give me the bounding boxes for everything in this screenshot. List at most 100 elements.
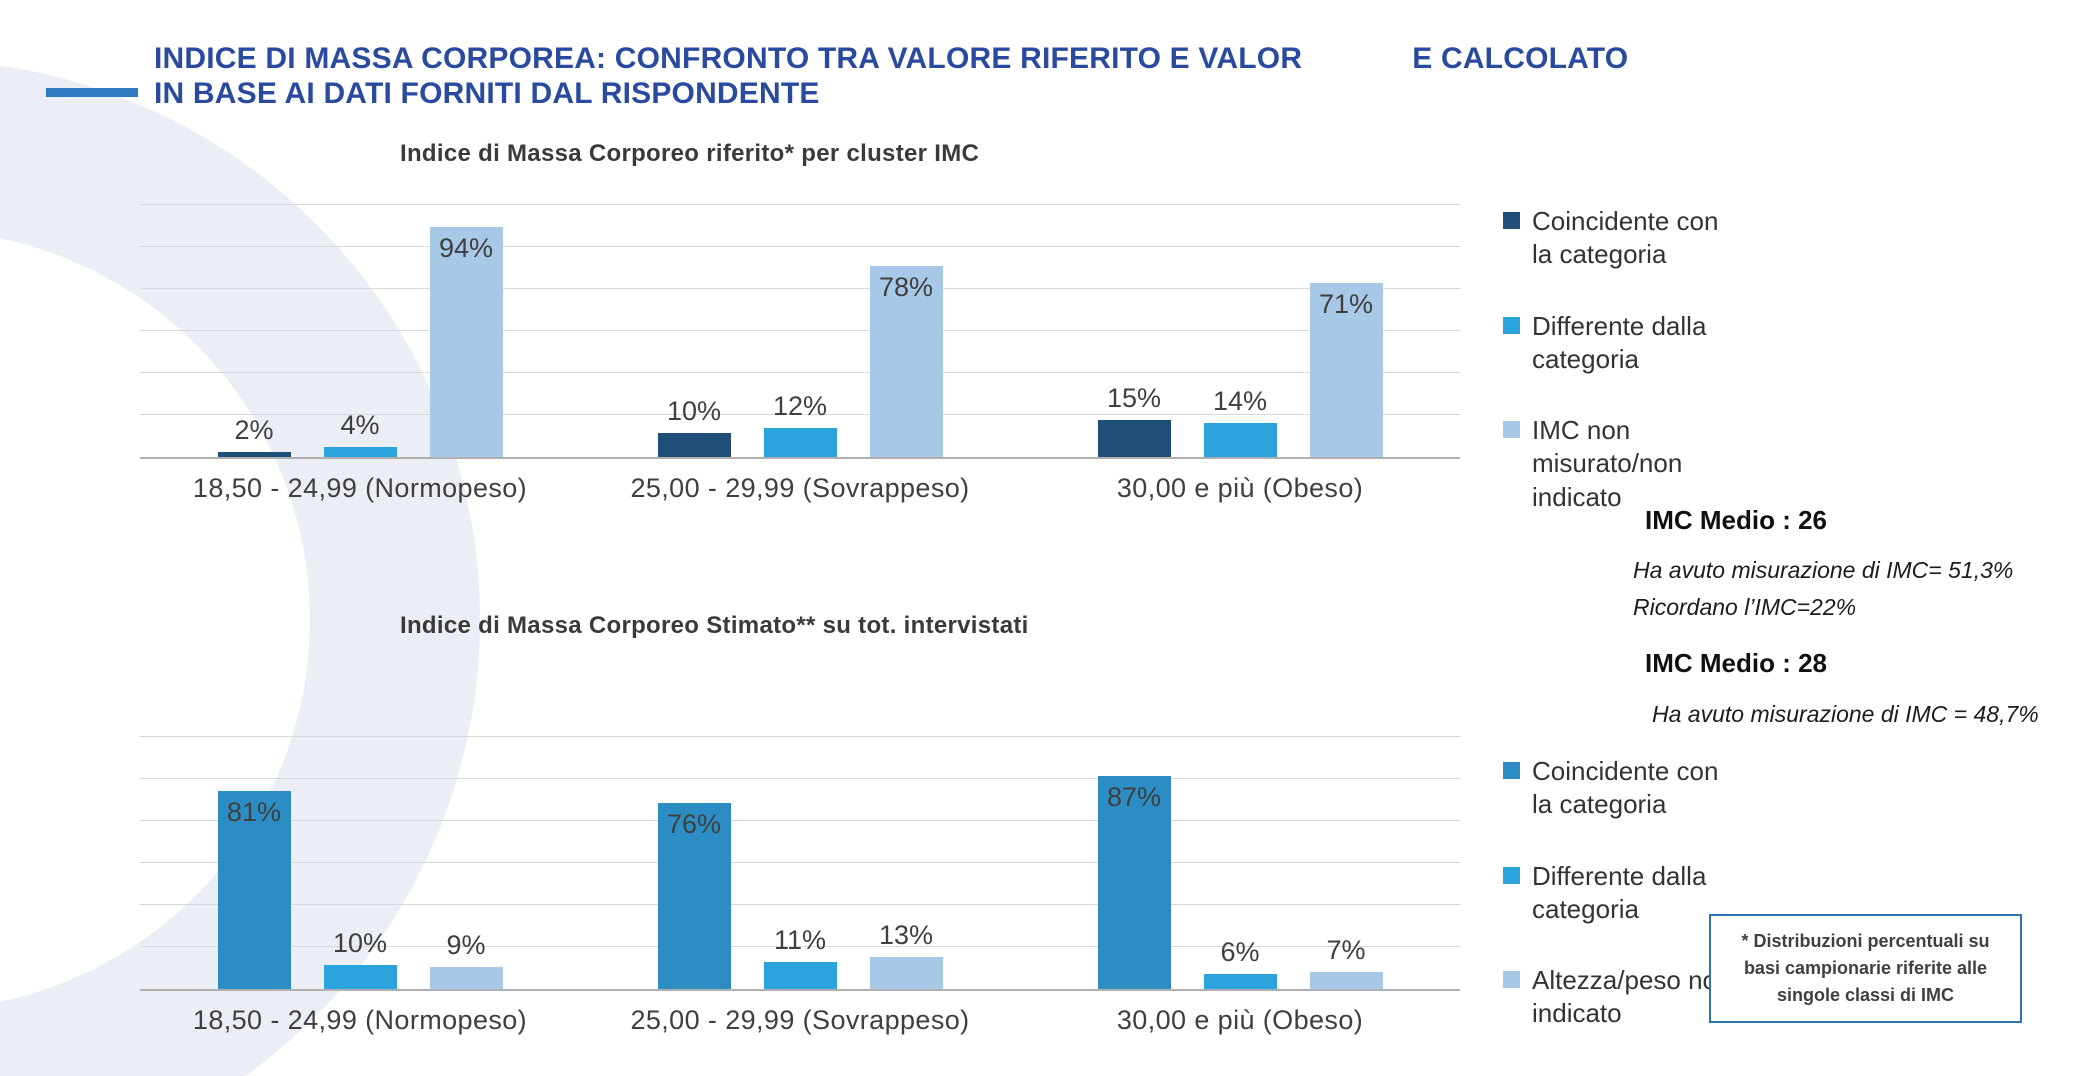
bar: 6% (1203, 937, 1277, 989)
bar-group: 15% 14% 71% (1020, 205, 1460, 457)
bar-group: 87% 6% 7% (1020, 737, 1460, 989)
legend-label: Differente dalla categoria (1532, 860, 1707, 924)
bar: 78% (869, 266, 943, 457)
bar-value-label: 78% (878, 272, 934, 303)
chart-stimato-title: Indice di Massa Corporeo Stimato** su to… (400, 612, 1029, 639)
bar: 11% (763, 925, 837, 989)
legend-label: Coincidente con la categoria (1532, 756, 1719, 820)
slide-title-line2: IN BASE AI DATI FORNITI DAL RISPONDENTE (154, 76, 820, 110)
bar: 12% (763, 391, 837, 457)
category-label: 30,00 e più (Obeso) (1116, 1005, 1364, 1035)
bar-slot: 81% (217, 737, 291, 989)
bar-slot: 15% (1097, 205, 1171, 457)
gridline (140, 736, 1460, 737)
gridline (140, 414, 1460, 415)
bar-slot: 9% (429, 737, 503, 989)
plot-area: 81% 10% 9% 76% 11% 13% 87% 6% 7% (140, 736, 1460, 991)
bar: 15% (1097, 383, 1171, 457)
bar: 81% (217, 790, 291, 989)
legend-swatch-icon (1503, 421, 1520, 439)
slide-title: INDICE DI MASSA CORPOREA: CONFRONTO TRA … (154, 42, 1628, 111)
stats-stimato: Ha avuto misurazione di IMC = 48,7% (1652, 696, 2039, 733)
bar-value-label: 87% (1106, 782, 1162, 813)
bar: 94% (429, 227, 503, 457)
legend-label: Coincidente con la categoria (1532, 206, 1719, 270)
bar: 7% (1309, 935, 1383, 989)
gridline (140, 862, 1460, 863)
legend-stimato: Coincidente con la categoria Differente d… (1503, 755, 1738, 1069)
bar-slot: 10% (657, 205, 731, 457)
stats-riferito: Ha avuto misurazione di IMC= 51,3% Ricor… (1633, 552, 2013, 626)
imc-medio-26-label: IMC Medio : 26 (1645, 505, 1828, 535)
title-accent-bar (46, 88, 138, 97)
legend-swatch-icon (1503, 762, 1520, 779)
legend-swatch-icon (1503, 316, 1520, 334)
bar-value-label: 81% (226, 796, 282, 827)
imc-medio-28-label: IMC Medio : 28 (1645, 648, 1828, 678)
bar-slot: 14% (1203, 205, 1277, 457)
bar-value-label: 12% (772, 390, 828, 421)
bar-slot: 12% (763, 205, 837, 457)
footnote-line: * Distribuzioni percentuali su (1741, 931, 1990, 951)
bar-slot: 7% (1309, 737, 1383, 989)
bar-value-label: 2% (234, 415, 274, 446)
gridline (140, 904, 1460, 905)
bar-slot: 6% (1203, 737, 1277, 989)
bar: 10% (657, 396, 731, 457)
legend-item: IMC non misurato/non indicato (1503, 414, 1738, 514)
bar-slot: 2% (217, 205, 291, 457)
bar: 10% (323, 928, 397, 989)
footnote-line: basi campionarie riferite alle (1743, 958, 1988, 978)
category-label: 25,00 - 29,99 (Sovrappeso) (630, 473, 970, 503)
bar: 87% (1097, 776, 1171, 989)
footnote-box: * Distribuzioni percentuali su basi camp… (1709, 914, 2022, 1023)
bar-slot: 87% (1097, 737, 1171, 989)
bar-value-label: 71% (1318, 289, 1374, 320)
bar-value-label: 13% (878, 920, 934, 951)
bar-group: 10% 12% 78% (580, 205, 1020, 457)
bar-slot: 94% (429, 205, 503, 457)
bar-value-label: 9% (446, 929, 486, 960)
legend-swatch-icon (1503, 212, 1520, 229)
legend-swatch-icon (1503, 866, 1520, 884)
bar-value-label: 76% (666, 809, 722, 840)
chart-riferito-title: Indice di Massa Corporeo riferito* per c… (400, 140, 980, 167)
bar: 14% (1203, 386, 1277, 457)
bar-group: 76% 11% 13% (580, 737, 1020, 989)
gridline (140, 778, 1460, 779)
gridline (140, 372, 1460, 373)
plot-area: 2% 4% 94% 10% 12% 78% 15% 14% 71% (140, 204, 1460, 459)
stat-line: Ricordano l’IMC=22% (1633, 593, 1857, 620)
bar-slot: 13% (869, 737, 943, 989)
chart-imc-riferito: 2% 4% 94% 10% 12% 78% 15% 14% 71% 18,50 - 24,99 … (140, 204, 1460, 504)
legend-item: Coincidente con la categoria (1503, 755, 1738, 822)
bar-value-label: 7% (1326, 934, 1366, 965)
legend-label: Altezza/peso non indicato (1532, 965, 1732, 1029)
bar-group: 2% 4% 94% (140, 205, 580, 457)
bar-slot: 71% (1309, 205, 1383, 457)
chart-imc-stimato: 81% 10% 9% 76% 11% 13% 87% 6% 7% 18,50 - 24,99 (… (140, 736, 1460, 1036)
bar-slot: 10% (323, 737, 397, 989)
category-axis: 18,50 - 24,99 (Normopeso) 25,00 - 29,99 (… (140, 473, 1460, 504)
legend-item: Differente dalla categoria (1503, 860, 1738, 927)
gridline (140, 288, 1460, 289)
stat-line: Ha avuto misurazione di IMC = 48,7% (1652, 701, 2039, 727)
bar-value-label: 10% (666, 395, 722, 426)
bar-slot: 76% (657, 737, 731, 989)
stat-line: Ha avuto misurazione di IMC= 51,3% (1633, 557, 2014, 583)
bar-value-label: 94% (438, 233, 494, 264)
bar-slot: 4% (323, 205, 397, 457)
bar-value-label: 10% (332, 927, 388, 958)
bar-value-label: 15% (1106, 383, 1162, 414)
bar-groups: 81% 10% 9% 76% 11% 13% 87% 6% 7% (140, 737, 1460, 989)
category-axis: 18,50 - 24,99 (Normopeso) 25,00 - 29,99 (… (140, 1005, 1460, 1036)
legend-item: Coincidente con la categoria (1503, 205, 1738, 272)
bar-value-label: 11% (773, 925, 827, 956)
bar: 71% (1309, 283, 1383, 457)
legend-item: Differente dalla categoria (1503, 310, 1738, 377)
legend-swatch-icon (1503, 971, 1520, 989)
legend-label: Differente dalla categoria (1532, 310, 1707, 374)
gridline (140, 330, 1460, 331)
bar-slot: 78% (869, 205, 943, 457)
